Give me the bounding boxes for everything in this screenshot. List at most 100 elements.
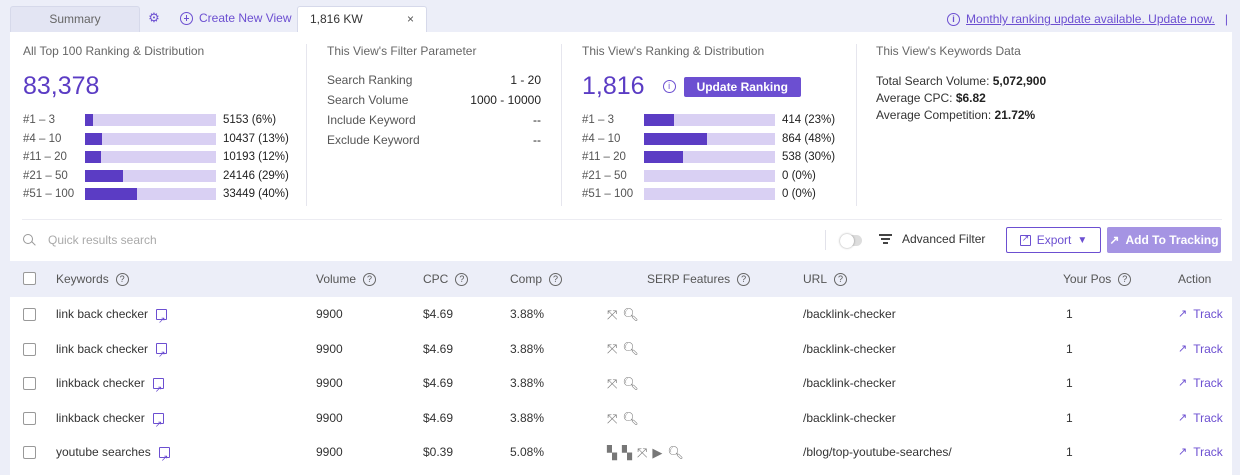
info-icon: i	[947, 12, 961, 26]
search-icon: 🔍︎	[622, 306, 639, 322]
serp-features-cell: ⤧ 🔍︎	[607, 401, 639, 436]
external-link-icon[interactable]	[152, 372, 164, 407]
all-top100-title: All Top 100 Ranking & Distribution	[23, 44, 205, 58]
people-also-ask-icon: ▚	[607, 445, 617, 461]
volume-cell: 9900	[316, 307, 343, 321]
info-icon[interactable]: i	[662, 80, 676, 93]
header-keywords[interactable]: Keywords?	[56, 261, 129, 297]
row-checkbox[interactable]	[23, 411, 36, 425]
filter-param-value: --	[533, 113, 541, 127]
row-checkbox[interactable]	[23, 308, 36, 321]
range-value: 864 (48%)	[782, 132, 836, 145]
bar-track	[85, 169, 216, 182]
filter-param-value: 1000 - 10000	[470, 93, 541, 107]
trend-up-icon: ↗	[1178, 446, 1188, 459]
advanced-filter-button[interactable]: Advanced Filter	[879, 232, 985, 246]
bar-fill	[85, 151, 101, 164]
table-row: youtube searches 9900 $0.39 5.08% /blog/top-…	[10, 435, 1232, 475]
row-checkbox[interactable]	[23, 446, 36, 460]
comp-cell: 3.88%	[510, 376, 545, 391]
keyword-cell: link back checker	[56, 332, 168, 372]
help-icon[interactable]: ?	[549, 272, 563, 286]
external-link-icon[interactable]	[156, 337, 168, 372]
create-new-view-button[interactable]: Create New View	[180, 11, 291, 25]
keyword-cell: link back checker	[56, 297, 168, 337]
header-volume[interactable]: Volume?	[316, 261, 377, 297]
help-icon[interactable]: ?	[363, 272, 377, 286]
table-row: linkback checker 9900 $4.69 3.88% /backlink-…	[10, 401, 1232, 441]
bar-track	[644, 151, 775, 164]
url-cell: /blog/top-youtube-searches/	[803, 445, 952, 460]
track-button[interactable]: ↗ Track	[1178, 332, 1223, 367]
track-button[interactable]: ↗ Track	[1178, 297, 1223, 332]
pos-cell: 1	[1066, 445, 1073, 460]
keywords-data-value: 5,072,900	[992, 74, 1047, 88]
header-comp[interactable]: Comp?	[510, 261, 563, 297]
help-icon[interactable]: ?	[115, 272, 129, 286]
keyword-text: link back checker	[56, 307, 149, 321]
quick-search-input[interactable]	[48, 230, 348, 250]
url-cell: /backlink-checker	[803, 410, 896, 425]
row-checkbox[interactable]	[23, 377, 36, 391]
header-url: URL?	[803, 261, 848, 297]
header-cpc[interactable]: CPC?	[423, 261, 469, 297]
distribution-row: #1 – 3 414 (23%)	[582, 111, 835, 130]
bar-fill	[644, 132, 707, 145]
range-value: 5153 (6%)	[223, 114, 277, 127]
filter-param-label: Search Volume	[327, 93, 409, 107]
select-all-checkbox[interactable]	[23, 272, 36, 285]
keywords-data-label: Total Search Volume:	[876, 74, 993, 88]
range-label: #11 – 20	[582, 151, 626, 164]
header-your-pos[interactable]: Your Pos?	[1063, 261, 1132, 297]
trend-up-icon: ↗	[1178, 377, 1188, 390]
help-icon[interactable]: ?	[1118, 272, 1132, 286]
keywords-data-value: 21.72%	[994, 108, 1036, 122]
serp-features-cell: ⤧ 🔍︎	[607, 366, 639, 401]
distribution-row: #1 – 3 5153 (6%)	[23, 111, 289, 130]
view-ranking-column: This View's Ranking & Distribution 1,816…	[582, 44, 835, 204]
cpc-cell: $4.69	[423, 307, 454, 321]
help-icon[interactable]: ?	[737, 272, 751, 286]
tab-summary[interactable]: Summary	[10, 6, 140, 32]
column-divider	[306, 44, 307, 206]
add-to-tracking-button[interactable]: ↗ Add To Tracking	[1107, 227, 1221, 253]
update-ranking-button[interactable]: Update Ranking	[683, 76, 801, 97]
external-link-icon[interactable]	[152, 407, 164, 441]
ranking-update-link[interactable]: Monthly ranking update available. Update…	[966, 12, 1215, 26]
export-button[interactable]: Export ▼	[1006, 227, 1101, 253]
track-button[interactable]: ↗ Track	[1178, 366, 1223, 401]
tab-bar: Summary ⚙ Create New View 1,816 KW × i M…	[0, 0, 1240, 33]
tab-active-view[interactable]: 1,816 KW ×	[297, 6, 427, 33]
external-link-icon[interactable]	[158, 441, 170, 475]
filter-params-title: This View's Filter Parameter	[327, 44, 477, 58]
crossed-arrows-icon: ⤧	[607, 341, 618, 357]
video-play-icon: ▶	[652, 445, 663, 461]
range-value: 33449 (40%)	[223, 188, 289, 201]
help-icon[interactable]: ?	[455, 272, 469, 286]
view-ranking-total: 1,816	[582, 72, 645, 100]
keyword-cell: youtube searches	[56, 435, 170, 475]
track-button[interactable]: ↗ Track	[1178, 401, 1223, 436]
filter-param-row: Include Keyword --	[327, 113, 541, 133]
comp-cell: 3.88%	[510, 410, 545, 425]
row-checkbox[interactable]	[23, 342, 36, 356]
gear-icon[interactable]: ⚙	[148, 10, 160, 25]
export-label: Export	[1036, 233, 1072, 247]
bar-track	[85, 114, 216, 127]
help-icon[interactable]: ?	[834, 272, 848, 286]
keyword-text: link back checker	[56, 341, 149, 356]
cpc-cell: $4.69	[423, 341, 454, 356]
filter-toggle[interactable]	[840, 233, 862, 248]
distribution-row: #51 – 100 33449 (40%)	[23, 185, 289, 204]
search-icon: 🔍︎	[622, 375, 639, 391]
table-row: link back checker 9900 $4.69 3.88% /backlink…	[10, 297, 1232, 337]
view-ranking-header: 1,816 i Update Ranking	[582, 72, 835, 101]
track-button[interactable]: ↗ Track	[1178, 435, 1223, 470]
filter-param-label: Include Keyword	[327, 113, 416, 127]
external-link-icon[interactable]	[156, 303, 168, 337]
close-icon[interactable]: ×	[406, 12, 414, 26]
track-label: Track	[1193, 376, 1223, 391]
header-action: Action	[1178, 272, 1212, 286]
comp-cell: 3.88%	[510, 341, 545, 356]
range-label: #51 – 100	[23, 188, 75, 201]
